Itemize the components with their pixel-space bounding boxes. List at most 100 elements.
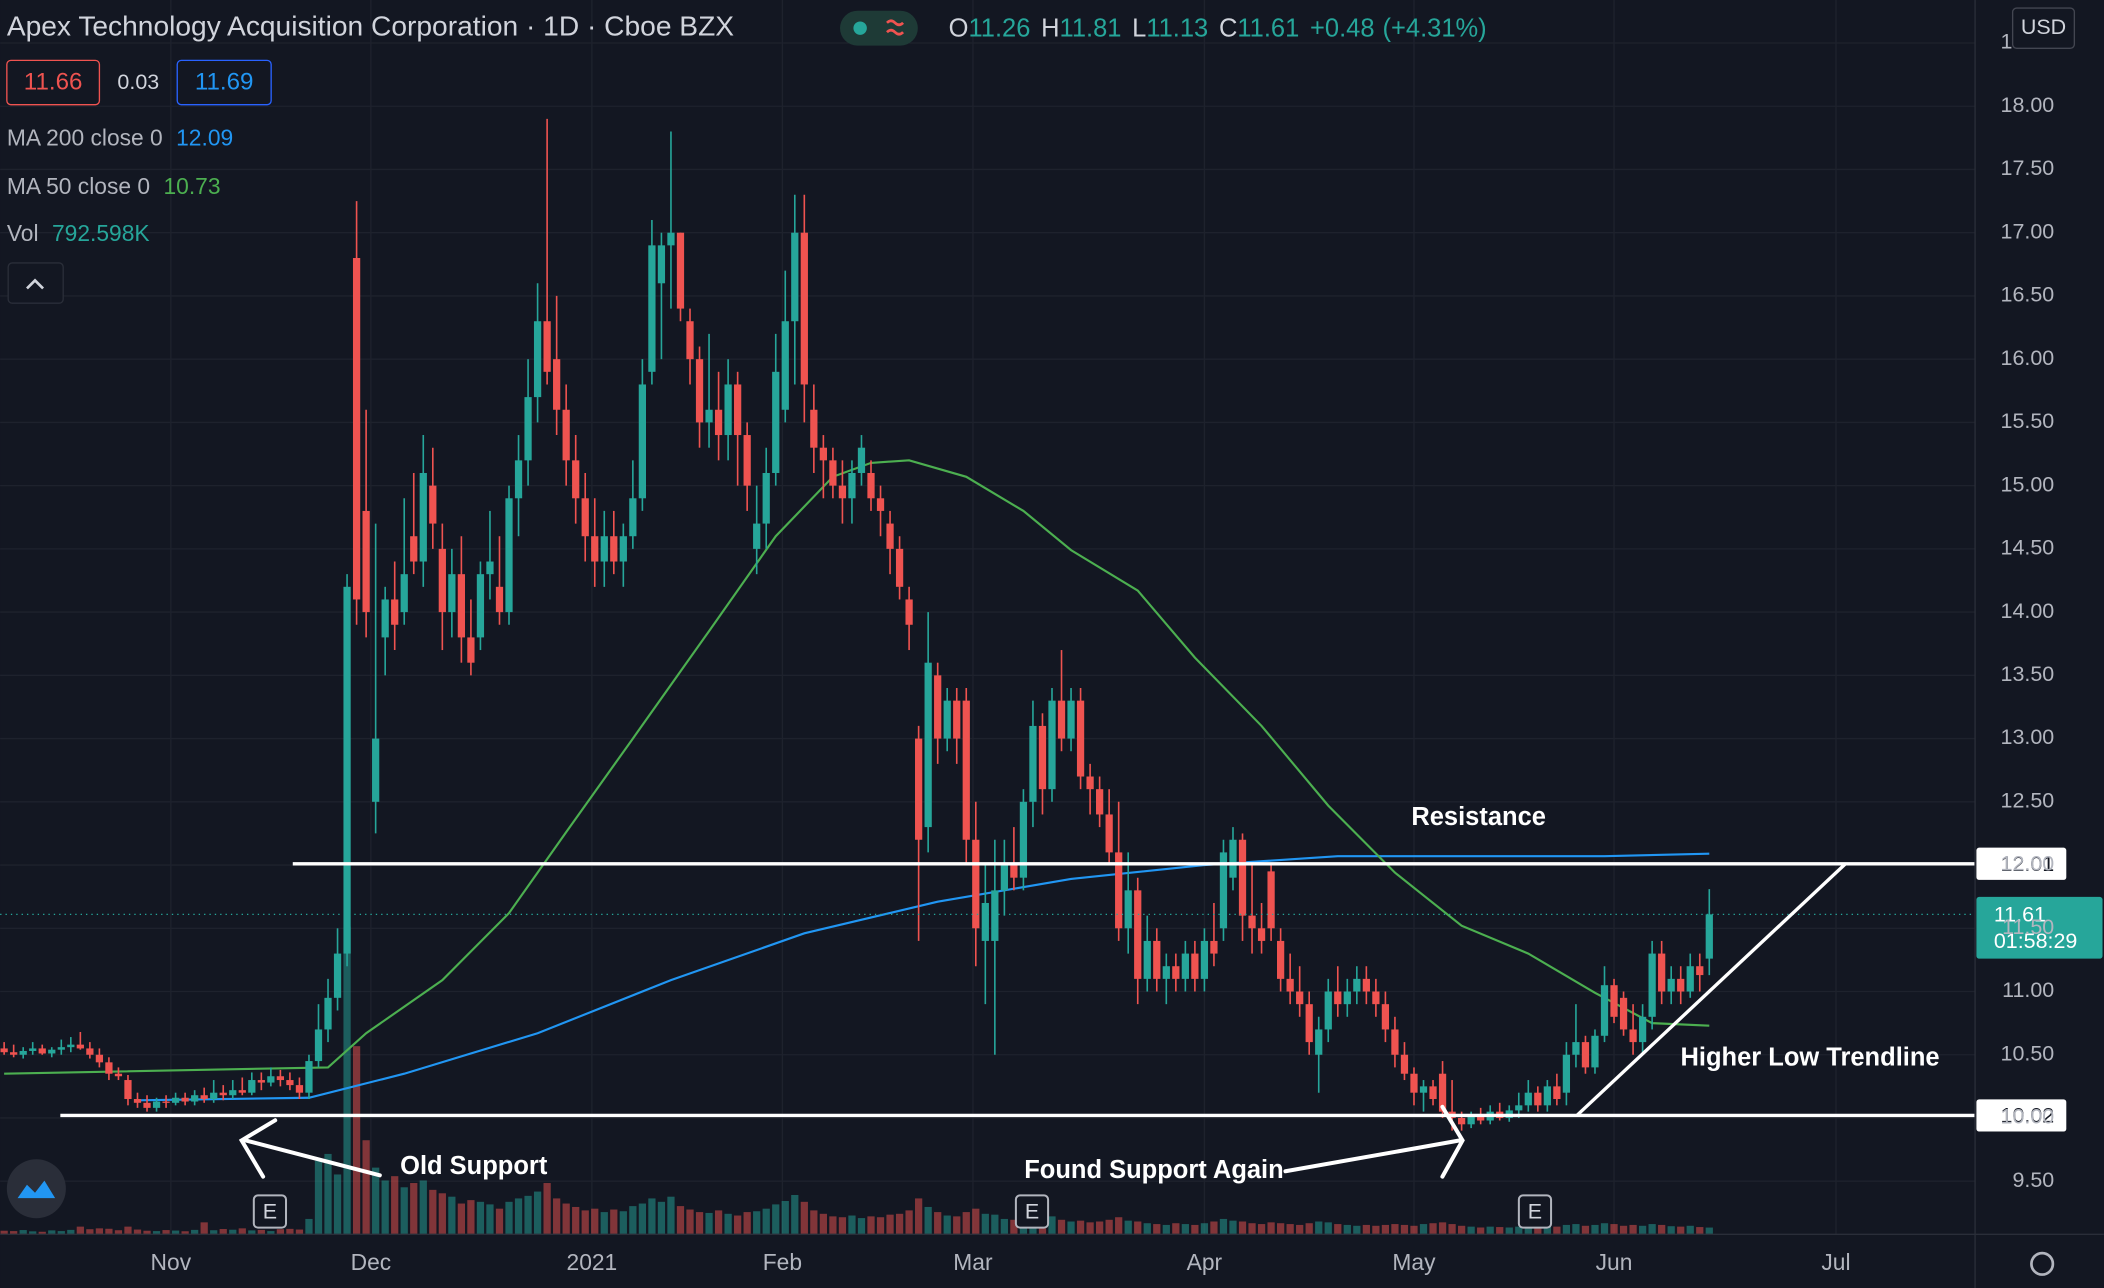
volume-bar — [305, 1218, 313, 1235]
candle-body — [448, 574, 456, 613]
currency-button[interactable] — [2011, 7, 2076, 49]
candle-body — [86, 1048, 94, 1055]
annotation: Old Support — [400, 1152, 548, 1180]
candle-body — [1105, 814, 1113, 853]
volume-bar — [524, 1195, 532, 1235]
status-icon — [886, 19, 905, 36]
y-tick-label: 13.50 — [2001, 662, 2055, 686]
candle-body — [1267, 871, 1275, 929]
volume-bar — [810, 1210, 818, 1235]
status-dot — [853, 21, 867, 35]
volume-bar — [1658, 1224, 1666, 1235]
volume-bar — [1096, 1221, 1104, 1235]
volume-bar — [495, 1208, 504, 1235]
ohlc-value: 11.81 — [1060, 14, 1122, 42]
y-tick-label: 11.00 — [2002, 978, 2054, 1002]
candle-body — [1305, 1004, 1313, 1043]
chart-title: Apex Technology Acquisition Corporation … — [7, 10, 734, 42]
candle-body — [1677, 978, 1685, 992]
ask-box[interactable] — [176, 59, 272, 106]
countdown: 01:58:29 — [1994, 929, 2078, 953]
candle-body — [1419, 1086, 1428, 1093]
candle-body — [1638, 1016, 1647, 1043]
candle-body — [162, 1101, 170, 1103]
volume-bar — [429, 1189, 437, 1235]
volume-bar — [1334, 1224, 1342, 1235]
candle-body — [1200, 940, 1209, 979]
ask: 11.69 — [195, 69, 254, 96]
volume-bar — [1667, 1226, 1675, 1235]
candle-body — [648, 245, 656, 372]
volume-bar — [1581, 1225, 1590, 1235]
earnings-marker[interactable] — [1517, 1194, 1553, 1229]
y-tick-label: 10.50 — [2001, 1041, 2055, 1065]
volume-bar — [1134, 1221, 1142, 1235]
candle-body — [953, 700, 961, 739]
volume-bar — [200, 1222, 208, 1235]
level-badge — [1976, 847, 2067, 880]
candle-body — [734, 384, 742, 436]
candle-body — [1467, 1115, 1475, 1125]
volume-bar — [352, 1046, 361, 1235]
volume-bar — [1486, 1226, 1494, 1235]
logo[interactable] — [6, 1159, 66, 1219]
candle-body — [1296, 991, 1304, 1005]
candle-body — [572, 460, 580, 499]
volume-bar — [1219, 1218, 1228, 1235]
ma200-name: MA 200 close 0 — [7, 125, 163, 151]
y-tick-label: 16.00 — [2001, 346, 2055, 370]
candle-body — [1629, 1029, 1637, 1043]
volume-bar — [514, 1198, 523, 1235]
candle-body — [1134, 890, 1142, 979]
ohlc-legend: O11.26 H11.81 L11.13 C11.61 +0.48 (+4.31%) — [949, 14, 1487, 42]
ohlc-value: 11.13 — [1146, 14, 1208, 42]
candle-body — [1543, 1086, 1551, 1106]
candle-body — [248, 1080, 256, 1093]
settings-icon[interactable] — [2030, 1251, 2055, 1276]
ma200-line — [137, 852, 1710, 1102]
volume-bar — [1562, 1224, 1571, 1235]
volume-bar — [572, 1206, 580, 1235]
volume-bar — [915, 1198, 923, 1235]
volume-bar — [876, 1217, 885, 1235]
candle-body — [629, 498, 637, 537]
candle-body — [1562, 1054, 1571, 1093]
candle-body — [905, 599, 913, 625]
candle-body — [1477, 1115, 1485, 1121]
volume-bar — [629, 1206, 637, 1235]
candle-body — [1438, 1073, 1447, 1112]
candle-body — [295, 1085, 304, 1093]
candle-body — [133, 1099, 142, 1103]
candle-body — [352, 257, 361, 600]
volume-bar — [772, 1204, 780, 1235]
bid-box[interactable] — [6, 59, 101, 106]
x-tick-label: 2021 — [567, 1249, 618, 1275]
collapse-button[interactable] — [7, 262, 64, 304]
candle-body — [219, 1092, 227, 1096]
candle-body — [57, 1047, 65, 1050]
volume-bar — [1648, 1224, 1656, 1235]
candle-body — [1515, 1105, 1523, 1111]
volume-bar — [1600, 1223, 1609, 1235]
bid: 11.66 — [24, 69, 83, 96]
price-badge-label: 11.61 — [1994, 902, 2046, 926]
earnings-marker[interactable] — [1014, 1194, 1050, 1229]
arrows — [238, 1104, 1465, 1179]
volume-bar — [1172, 1223, 1180, 1235]
candle-body — [886, 523, 894, 549]
candle-body — [1372, 991, 1380, 1005]
volume-bar — [943, 1215, 951, 1235]
y-tick-label: 10.00 — [2001, 1105, 2055, 1129]
volume-bar — [1257, 1224, 1266, 1235]
volume-bar — [1677, 1226, 1685, 1235]
volume-legend: Vol 792.598K — [7, 220, 150, 246]
candle-body — [495, 586, 504, 613]
candle-body — [762, 472, 770, 524]
candle-body — [1019, 801, 1028, 878]
candle-body — [419, 472, 427, 562]
earnings-marker[interactable] — [252, 1194, 288, 1229]
volume-bar — [934, 1212, 942, 1235]
volume-bar — [238, 1228, 246, 1235]
annotation: Found Support Again — [1024, 1156, 1284, 1184]
volume-bar — [1705, 1227, 1713, 1235]
